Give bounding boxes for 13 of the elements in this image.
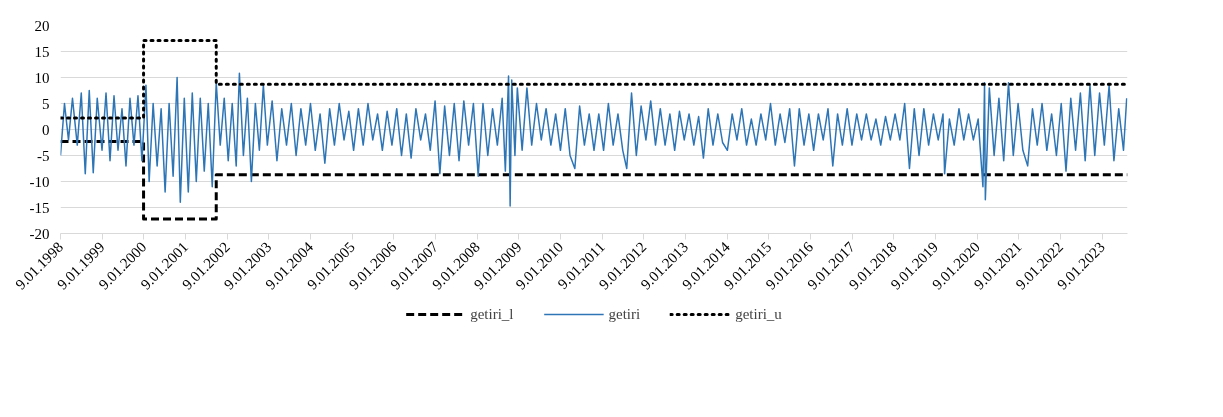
- y-tick-label: 5: [42, 95, 50, 112]
- legend-label: getiri: [608, 305, 641, 323]
- legend-label: getiri_u: [735, 305, 782, 323]
- y-tick-label: -10: [29, 173, 50, 190]
- y-tick-label: 10: [34, 69, 50, 86]
- y-tick-label: 0: [42, 121, 50, 138]
- y-tick-label: 20: [34, 17, 50, 34]
- legend-label: getiri_l: [470, 305, 514, 323]
- y-tick-label: -15: [29, 199, 50, 216]
- y-tick-label: 15: [34, 43, 50, 60]
- line-series: [60, 72, 1128, 207]
- y-tick-label: -5: [37, 147, 50, 164]
- y-tick-label: -20: [29, 225, 50, 242]
